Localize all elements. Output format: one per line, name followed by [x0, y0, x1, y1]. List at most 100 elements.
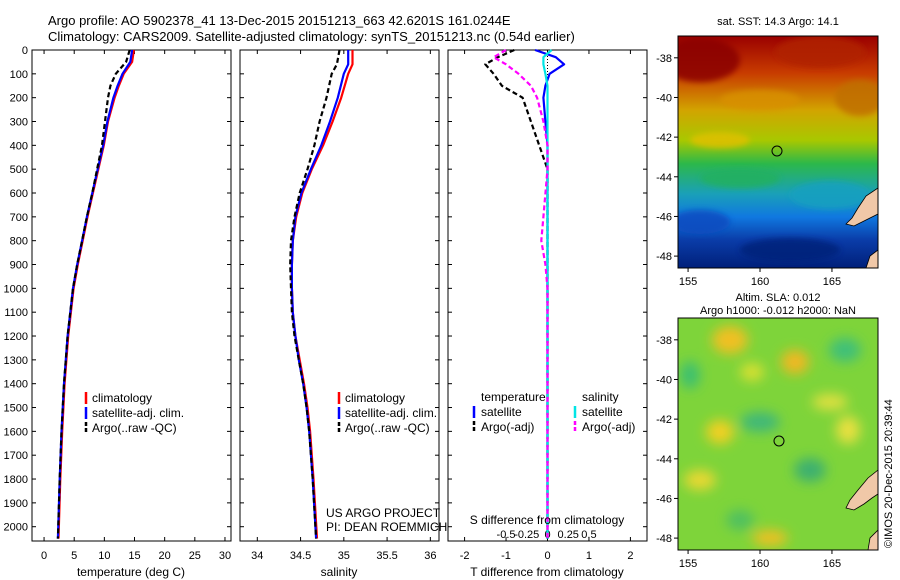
imos-timestamp: ©IMOS 20-Dec-2015 20:39:44: [883, 399, 895, 548]
x-tick-label: 20: [159, 550, 171, 562]
x-tick-label: 34.5: [290, 550, 311, 562]
x-tick-label: 0: [544, 550, 550, 562]
x-tick-label: 36: [424, 550, 436, 562]
x-tick-label: 34: [251, 550, 263, 562]
salinity-plot-frame: [239, 49, 440, 542]
depth-tick-label: 1300: [4, 355, 28, 367]
legend-label-argo: Argo(..raw -QC): [345, 421, 430, 435]
map-y-tick-label: -38: [656, 335, 672, 347]
series-line-climatology: [57, 49, 135, 539]
depth-tick-label: 300: [10, 117, 28, 129]
depth-tick-label: 800: [10, 236, 28, 248]
series-line-argo-raw-qc-: [289, 49, 341, 539]
depth-tick-label: 900: [10, 260, 28, 272]
legend-label-sal-satellite: satellite: [582, 405, 623, 419]
legend-label-argo: Argo(..raw -QC): [92, 421, 177, 435]
map-y-tick-label: -44: [656, 454, 672, 466]
temperature-legend: climatology satellite-adj. clim. Argo(..…: [84, 391, 184, 435]
x2-tick-label: 0.25: [558, 529, 579, 541]
legend-label-climatology: climatology: [92, 391, 152, 405]
difference-plot: -2 -1 0 1 2-0.5-0.25 0 0.25 0.5: [448, 48, 647, 562]
header-title: Argo profile: AO 5902378_41 13-Dec-2015 …: [48, 13, 511, 28]
x2-tick-label: 0.5: [581, 529, 596, 541]
depth-tick-label: 1600: [4, 426, 28, 438]
depth-tick-label: 1800: [4, 474, 28, 486]
map-x-tick-label: 165: [823, 558, 841, 570]
difference-xlabel2: S difference from climatology: [470, 513, 625, 527]
series-line-salinity-satellite: [542, 49, 553, 539]
sst-map-title: sat. SST: 14.3 Argo: 14.1: [717, 16, 839, 28]
depth-tick-label: 2000: [4, 522, 28, 534]
depth-tick-label: 600: [10, 188, 28, 200]
series-line-climatology: [290, 50, 354, 539]
x-tick-label: 10: [98, 550, 110, 562]
depth-tick-label: 500: [10, 164, 28, 176]
x-tick-label: 2: [627, 550, 633, 562]
depth-tick-label: 1400: [4, 379, 28, 391]
map-x-tick-label: 155: [679, 558, 697, 570]
map-x-tick-label: 155: [679, 276, 697, 288]
argo-position-marker-sst: [771, 145, 783, 157]
depth-tick-label: 0: [22, 45, 28, 57]
map-x-tick-label: 165: [823, 276, 841, 288]
depth-tick-label: 400: [10, 140, 28, 152]
legend-title-temperature: temperature: [481, 390, 546, 404]
series-line-salinity-argo-adj-: [492, 49, 549, 539]
temperature-plot: 0 5 10 15 20 25 30: [32, 49, 231, 562]
map-y-tick-label: -40: [656, 92, 672, 104]
x2-tick-label: -0.5: [497, 529, 516, 541]
x-tick-label: 25: [189, 550, 201, 562]
depth-tick-label: 1500: [4, 403, 28, 415]
difference-xlabel: T difference from climatology: [470, 565, 624, 579]
x-tick-label: 15: [128, 550, 140, 562]
x2-tick-label: -0.25: [514, 529, 539, 541]
x-tick-label: -1: [501, 550, 511, 562]
depth-tick-label: 200: [10, 93, 28, 105]
salinity-legend: climatology satellite-adj. clim. Argo(..…: [326, 391, 447, 534]
map-y-tick-label: -40: [656, 374, 672, 386]
map-x-tick-label: 160: [751, 276, 769, 288]
pi-annotation: PI: DEAN ROEMMICH: [326, 520, 447, 534]
series-line-argo-raw-qc-: [56, 49, 131, 539]
x-tick-label: 30: [219, 550, 231, 562]
header-subtitle: Climatology: CARS2009. Satellite-adjuste…: [48, 29, 575, 44]
sla-map-title: Altim. SLA: 0.012: [736, 292, 821, 304]
depth-tick-label: 1100: [4, 307, 28, 319]
legend-label-temp-argo: Argo(-adj): [481, 420, 534, 434]
series-line-temperature-argo-adj-: [484, 48, 549, 539]
map-x-tick-label: 160: [751, 558, 769, 570]
depth-tick-label: 1000: [4, 283, 28, 295]
sst-map: sat. SST: 14.3 Argo: 14.1 155 160 165 -38 -4…: [656, 16, 879, 288]
project-annotation: US ARGO PROJECT: [326, 506, 441, 520]
map-y-tick-label: -46: [656, 493, 672, 505]
legend-label-temp-satellite: satellite: [481, 405, 522, 419]
x-tick-label: 35.5: [376, 550, 397, 562]
sla-map: Altim. SLA: 0.012 Argo h1000: -0.012 h20…: [656, 292, 879, 570]
legend-label-satellite: satellite-adj. clim.: [345, 406, 437, 420]
depth-tick-label: 1200: [4, 331, 28, 343]
salinity-plot: 34 34.5 35 35.5 36: [240, 49, 439, 562]
map-y-tick-label: -42: [656, 414, 672, 426]
salinity-xlabel: salinity: [321, 565, 358, 579]
depth-tick-label: 1700: [4, 450, 28, 462]
map-y-tick-label: -42: [656, 132, 672, 144]
depth-tick-label: 700: [10, 212, 28, 224]
difference-legend: temperature salinity satellite Argo(-adj…: [472, 390, 635, 434]
series-line-temperature-satellite: [534, 48, 566, 539]
legend-label-sal-argo: Argo(-adj): [582, 420, 635, 434]
x-tick-label: 5: [71, 550, 77, 562]
depth-tick-label: 100: [10, 69, 28, 81]
legend-label-climatology: climatology: [345, 391, 405, 405]
legend-label-satellite: satellite-adj. clim.: [92, 406, 184, 420]
map-y-tick-label: -38: [656, 53, 672, 65]
sla-map-subtitle: Argo h1000: -0.012 h2000: NaN: [700, 305, 856, 317]
temperature-xlabel: temperature (deg C): [77, 565, 185, 579]
x-tick-label: 0: [41, 550, 47, 562]
map-y-tick-label: -48: [656, 533, 672, 545]
map-y-tick-label: -48: [656, 251, 672, 263]
series-line-satellite-adj-clim-: [56, 49, 134, 539]
x-tick-label: 35: [338, 550, 350, 562]
argo-position-marker-sla: [773, 435, 785, 447]
map-y-tick-label: -46: [656, 211, 672, 223]
